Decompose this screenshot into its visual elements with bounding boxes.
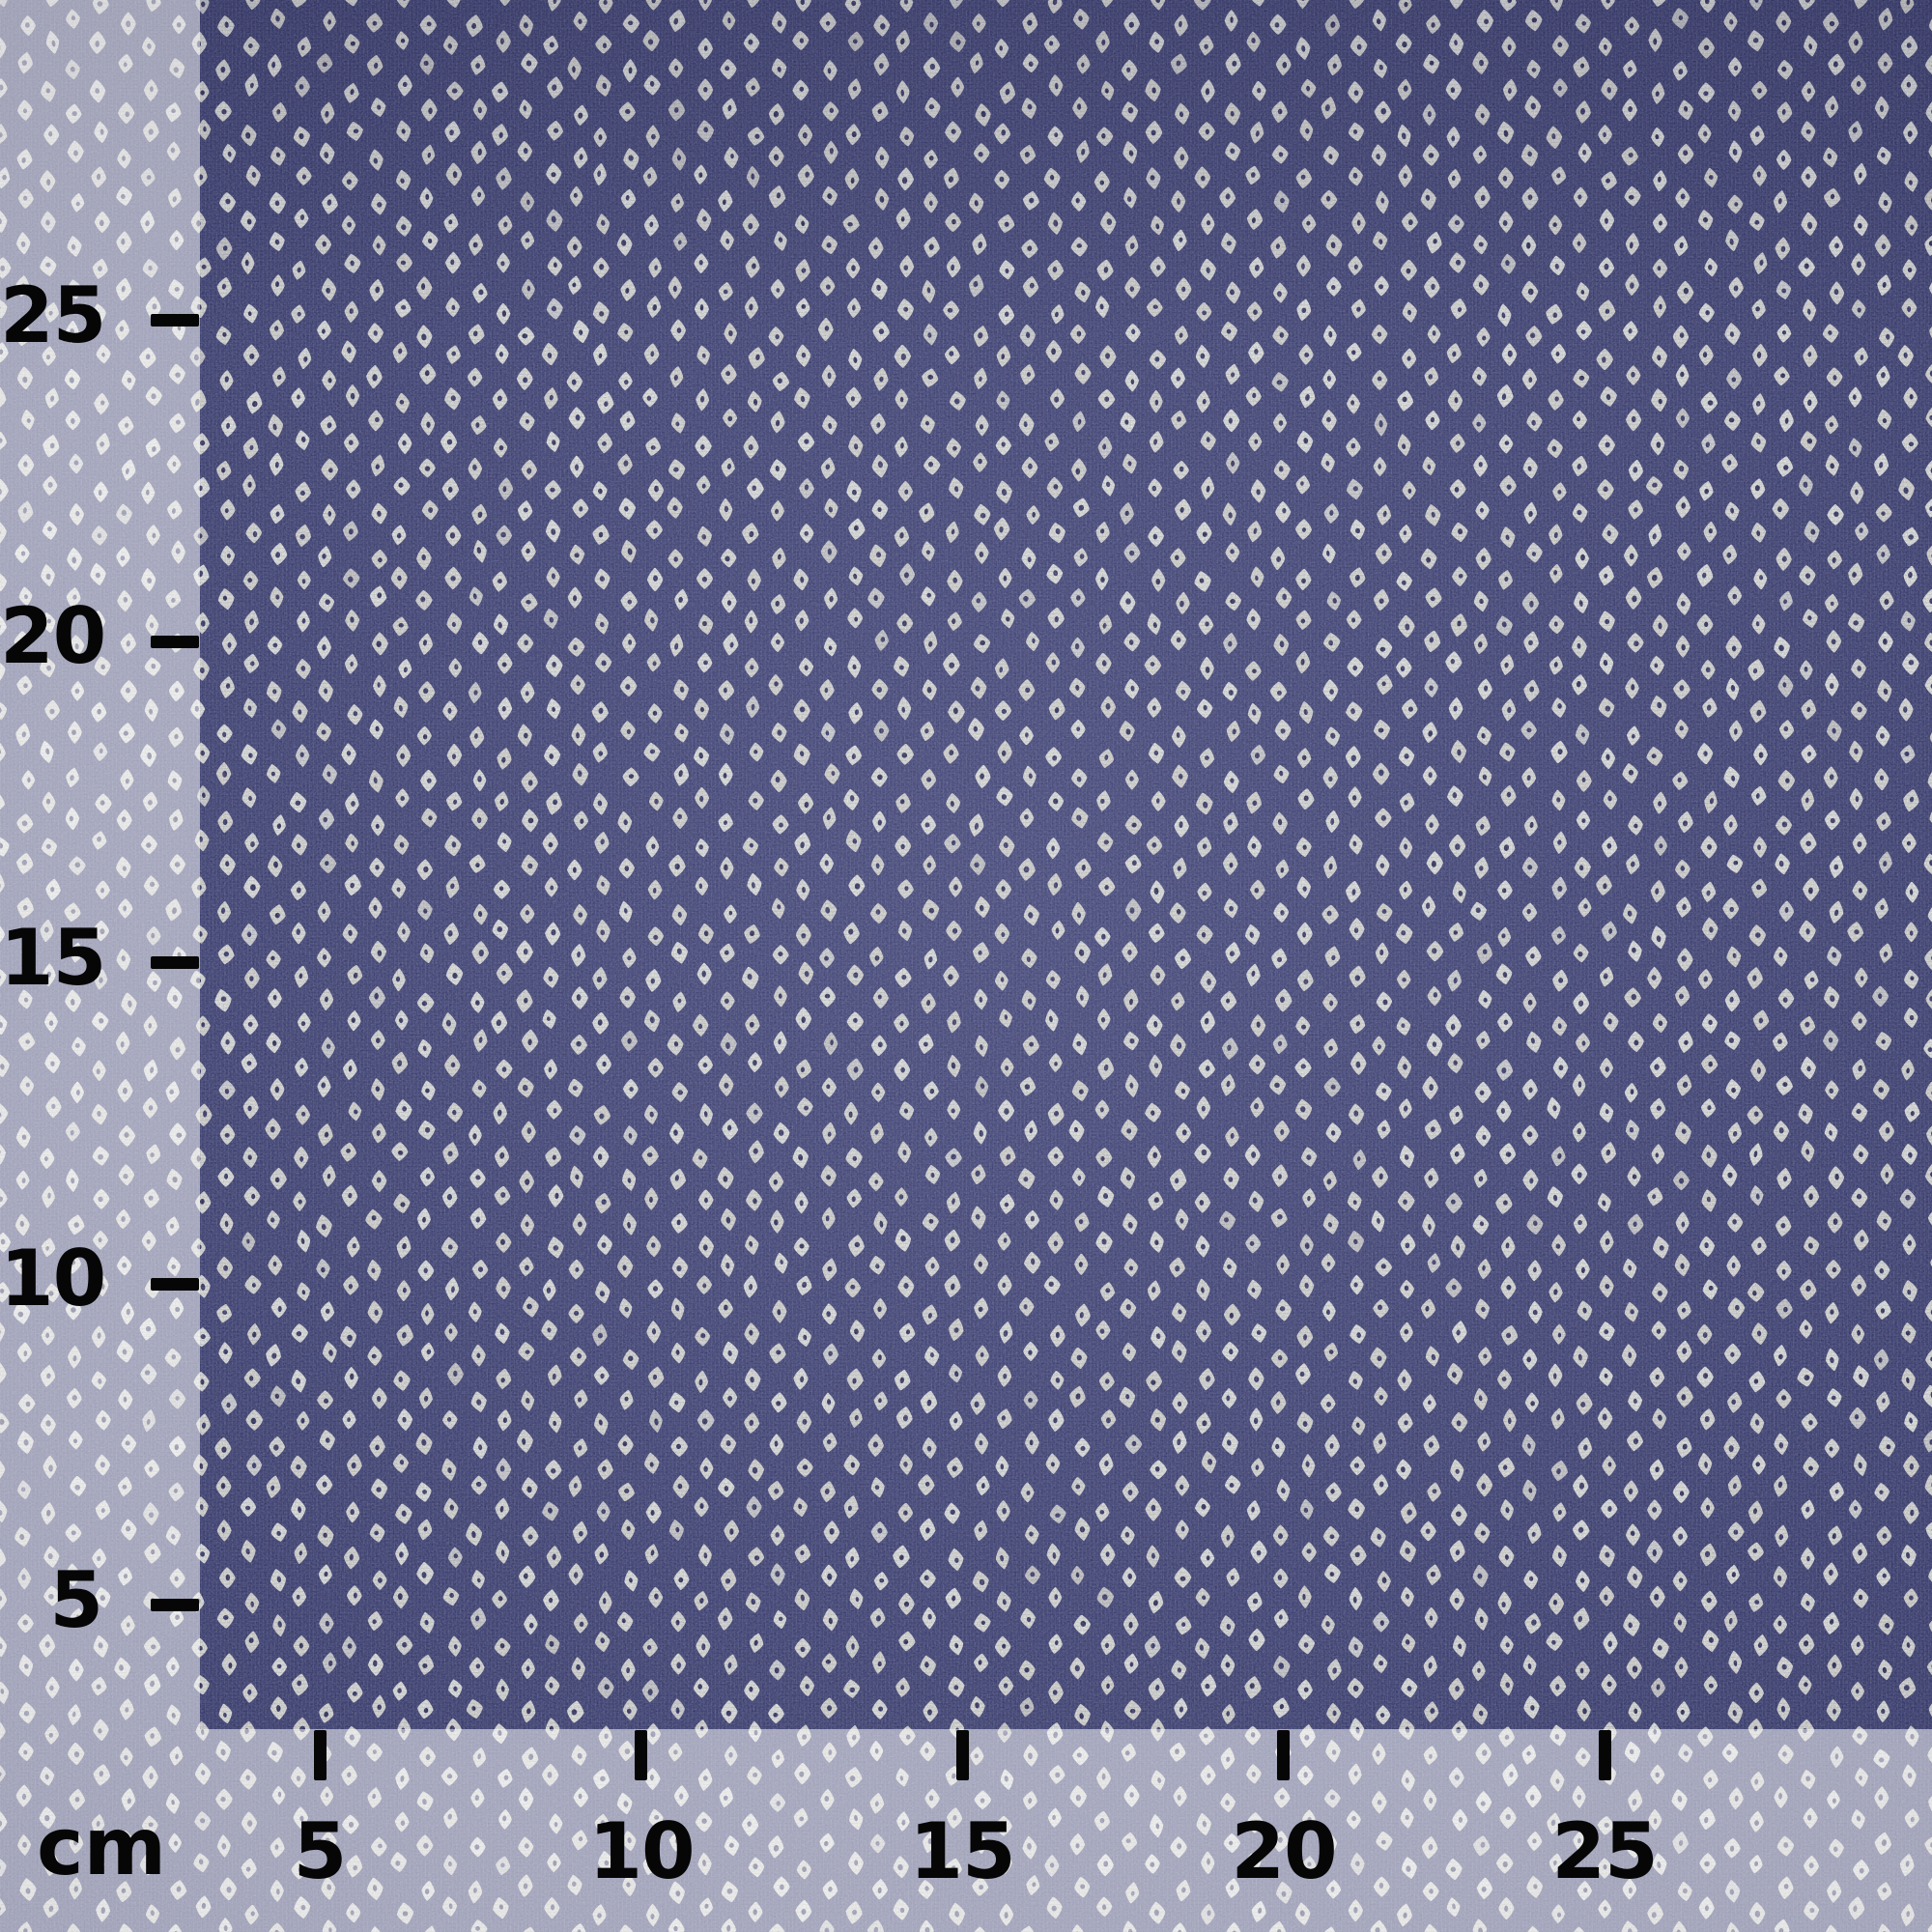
ruler-tick-bottom-10cm — [635, 1730, 647, 1780]
ruler-tick-bottom-5cm — [314, 1730, 327, 1780]
ruler-tick-left-20cm — [151, 636, 199, 648]
ruler-tick-bottom-20cm — [1277, 1730, 1290, 1780]
ruler-tick-bottom-25cm — [1599, 1730, 1611, 1780]
ruler-unit-label: cm — [36, 1802, 167, 1893]
ruler-tick-bottom-15cm — [956, 1730, 969, 1780]
ruler-label-left-15cm: 15 — [0, 913, 106, 1003]
ruler-tick-left-15cm — [151, 956, 199, 969]
ruler-label-bottom-5cm: 5 — [293, 1806, 348, 1896]
ruler-label-bottom-25cm: 25 — [1551, 1806, 1658, 1896]
ruler-label-left-5cm: 5 — [49, 1555, 103, 1645]
ruler-label-bottom-10cm: 10 — [588, 1806, 695, 1896]
ruler-tick-left-10cm — [151, 1278, 199, 1291]
ruler-tick-left-25cm — [151, 314, 199, 327]
ruler-label-bottom-20cm: 20 — [1231, 1806, 1337, 1896]
ruler-tick-left-5cm — [151, 1599, 199, 1611]
ruler-label-left-10cm: 10 — [0, 1234, 106, 1323]
ruler-label-left-25cm: 25 — [0, 270, 106, 360]
ruler-label-bottom-15cm: 15 — [909, 1806, 1015, 1896]
ruler-label-left-20cm: 20 — [0, 591, 106, 681]
